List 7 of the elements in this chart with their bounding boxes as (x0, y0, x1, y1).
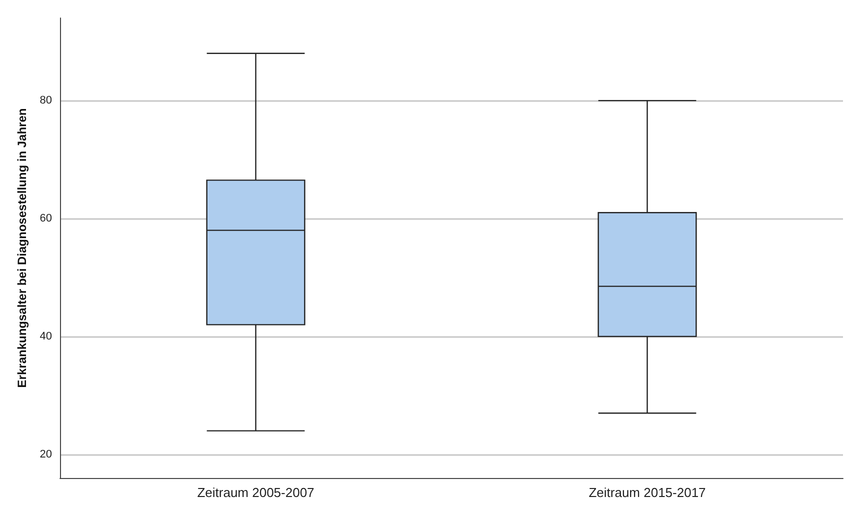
x-tick-label: Zeitraum 2015-2017 (588, 485, 706, 500)
y-tick-label: 20 (40, 448, 52, 460)
y-tick-label: 80 (40, 94, 52, 107)
y-tick-label: 40 (40, 330, 52, 342)
y-axis-title: Erkrankungsalter bei Diagnosestellung in Jahren (15, 108, 29, 388)
y-tick-label: 60 (40, 212, 52, 225)
x-tick-label: Zeitraum 2005-2007 (197, 485, 314, 500)
